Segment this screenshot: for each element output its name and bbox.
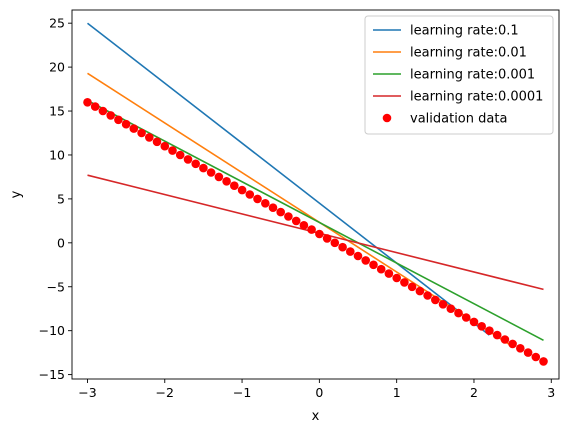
validation-point bbox=[423, 291, 432, 300]
validation-point bbox=[276, 207, 286, 217]
x-tick-label: 0 bbox=[315, 385, 323, 400]
validation-point bbox=[392, 273, 402, 283]
validation-point bbox=[206, 168, 216, 177]
plot-frame bbox=[71, 9, 560, 380]
validation-point bbox=[168, 146, 177, 155]
validation-point bbox=[477, 322, 487, 331]
validation-point bbox=[160, 141, 170, 151]
validation-point bbox=[307, 225, 316, 234]
validation-point bbox=[253, 194, 262, 204]
validation-point bbox=[461, 313, 471, 322]
validation-point bbox=[237, 185, 247, 195]
validation-point bbox=[523, 348, 533, 357]
validation-point bbox=[508, 339, 517, 349]
validation-point bbox=[114, 115, 123, 125]
x-tick-label: −2 bbox=[156, 385, 174, 400]
validation-point bbox=[199, 163, 208, 173]
validation-point bbox=[369, 260, 378, 270]
validation-point bbox=[376, 264, 386, 274]
validation-point bbox=[407, 282, 417, 292]
validation-point bbox=[98, 106, 108, 116]
y-tick-label: 15 bbox=[49, 104, 65, 119]
x-axis-label: x bbox=[312, 409, 320, 424]
validation-point bbox=[291, 216, 301, 226]
validation-point bbox=[315, 229, 324, 239]
validation-point bbox=[446, 304, 456, 314]
legend-frame bbox=[364, 15, 554, 135]
validation-point bbox=[145, 133, 154, 142]
validation-point bbox=[415, 286, 425, 296]
validation-point bbox=[500, 335, 510, 344]
validation-point bbox=[137, 128, 146, 138]
legend-label: learning rate:0.0001 bbox=[410, 90, 543, 105]
validation-point bbox=[384, 269, 394, 278]
x-tick-label: 2 bbox=[470, 385, 478, 400]
validation-point bbox=[469, 317, 479, 327]
series-line-1 bbox=[87, 22, 490, 336]
validation-point bbox=[222, 177, 231, 186]
validation-point bbox=[284, 212, 293, 221]
y-tick-label: 10 bbox=[49, 147, 65, 162]
validation-point bbox=[539, 357, 548, 366]
validation-point bbox=[353, 251, 363, 261]
x-tick-label: 1 bbox=[393, 385, 401, 400]
validation-point bbox=[438, 300, 448, 309]
validation-point bbox=[152, 137, 162, 147]
validation-point bbox=[454, 308, 463, 318]
legend-label: learning rate:0.01 bbox=[410, 46, 527, 61]
validation-point bbox=[531, 352, 541, 362]
y-tick-label: 5 bbox=[57, 191, 65, 206]
validation-point bbox=[485, 326, 494, 336]
validation-point bbox=[268, 203, 278, 212]
validation-point bbox=[90, 102, 100, 111]
validation-point bbox=[129, 124, 139, 133]
x-tick-label: −3 bbox=[78, 385, 96, 400]
series-line-3 bbox=[87, 99, 544, 342]
validation-point bbox=[230, 181, 239, 190]
validation-point bbox=[261, 199, 270, 208]
validation-point bbox=[183, 155, 193, 164]
legend: learning rate:0.1 learning rate:0.01 learn… bbox=[364, 15, 554, 135]
validation-point bbox=[400, 278, 409, 287]
validation-point bbox=[322, 234, 332, 243]
y-tick-label: 20 bbox=[49, 60, 65, 75]
y-tick-label: 0 bbox=[57, 235, 65, 250]
legend-label: validation data bbox=[410, 112, 507, 127]
validation-point bbox=[121, 119, 131, 129]
x-tick-label: 3 bbox=[547, 385, 555, 400]
legend-marker bbox=[382, 113, 392, 123]
validation-point bbox=[330, 238, 340, 248]
validation-point bbox=[346, 247, 355, 256]
validation-point bbox=[83, 98, 92, 107]
legend-label: learning rate:0.001 bbox=[410, 68, 535, 83]
validation-point bbox=[299, 221, 309, 230]
y-axis-label: y bbox=[9, 190, 24, 198]
validation-point bbox=[191, 159, 200, 169]
validation-point bbox=[361, 256, 371, 265]
validation-point bbox=[492, 330, 502, 340]
y-tick-label: −10 bbox=[39, 323, 65, 338]
validation-point bbox=[516, 344, 525, 353]
validation-point bbox=[106, 111, 115, 120]
x-tick-label: −1 bbox=[233, 385, 251, 400]
legend-label: learning rate:0.1 bbox=[410, 24, 519, 39]
y-tick-label: 25 bbox=[49, 16, 65, 31]
validation-point bbox=[338, 242, 347, 252]
validation-point bbox=[214, 172, 224, 182]
plot-marks bbox=[83, 22, 548, 366]
validation-point bbox=[245, 190, 255, 199]
y-tick-label: −15 bbox=[39, 367, 65, 382]
y-tick-label: −5 bbox=[47, 279, 65, 294]
validation-point bbox=[175, 150, 185, 160]
validation-point bbox=[431, 295, 440, 305]
